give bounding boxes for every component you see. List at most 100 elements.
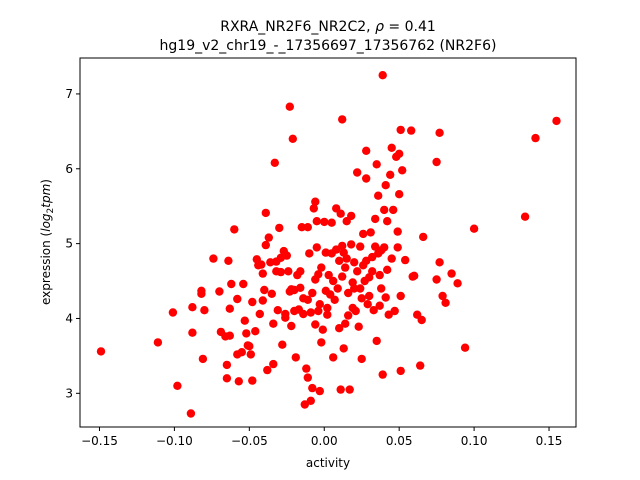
- data-point: [200, 306, 209, 315]
- y-tick-label: 3: [65, 386, 73, 400]
- data-point: [288, 134, 297, 143]
- data-point: [281, 309, 290, 319]
- data-point: [357, 294, 366, 303]
- data-point: [306, 308, 315, 317]
- data-point: [273, 306, 282, 315]
- data-point: [374, 191, 383, 200]
- data-point: [302, 364, 311, 373]
- data-point: [267, 289, 276, 298]
- data-point: [153, 338, 163, 347]
- data-point: [275, 223, 284, 233]
- data-point: [188, 328, 197, 337]
- data-point: [285, 102, 294, 111]
- data-point: [323, 310, 332, 319]
- data-point: [359, 229, 368, 239]
- data-point: [387, 254, 396, 263]
- y-tick-label: 7: [65, 87, 73, 101]
- data-point: [377, 284, 386, 293]
- data-point: [230, 225, 239, 234]
- data-point: [366, 228, 375, 237]
- data-point: [342, 254, 351, 263]
- data-point: [336, 385, 345, 394]
- data-point: [303, 223, 312, 232]
- rho-symbol: ρ: [375, 19, 384, 35]
- data-point: [305, 249, 314, 258]
- data-point: [278, 340, 287, 349]
- data-point: [264, 233, 273, 242]
- data-point: [251, 327, 260, 336]
- data-point: [234, 377, 243, 386]
- data-point: [270, 158, 279, 167]
- data-point: [378, 370, 387, 379]
- data-point: [300, 400, 309, 409]
- data-point: [383, 217, 392, 226]
- data-point: [227, 279, 236, 289]
- x-tick-label: 0.15: [536, 434, 563, 448]
- data-point: [395, 149, 404, 158]
- data-point: [386, 170, 395, 179]
- data-point: [344, 288, 353, 298]
- data-point: [416, 361, 425, 370]
- data-point: [441, 298, 450, 307]
- data-point: [365, 291, 374, 301]
- x-axis-ticks: −0.15 −0.10 −0.05 0.00 0.05 0.10 0.15: [81, 427, 562, 448]
- data-point: [338, 241, 347, 251]
- data-point: [263, 365, 272, 375]
- data-point: [410, 271, 419, 280]
- data-point: [381, 181, 390, 190]
- data-point: [432, 157, 441, 167]
- data-point: [318, 325, 327, 334]
- data-point: [419, 232, 428, 242]
- data-point: [362, 174, 371, 183]
- data-point: [353, 168, 362, 177]
- data-point: [378, 71, 387, 80]
- data-point: [469, 224, 479, 233]
- data-point: [276, 267, 285, 277]
- data-point: [362, 146, 371, 155]
- data-point: [168, 308, 178, 317]
- data-point: [198, 354, 208, 364]
- y-tick-label: 4: [65, 311, 73, 325]
- data-point: [398, 166, 407, 175]
- data-point: [186, 409, 196, 418]
- data-point: [375, 270, 384, 280]
- data-point: [344, 311, 353, 320]
- data-point: [329, 353, 338, 362]
- data-point: [338, 272, 347, 281]
- data-point: [336, 209, 345, 218]
- data-point: [330, 295, 339, 304]
- data-point: [350, 258, 359, 267]
- data-point: [393, 243, 402, 252]
- data-point: [296, 267, 305, 276]
- data-point: [435, 128, 444, 137]
- data-point: [357, 354, 366, 364]
- data-point: [363, 300, 372, 309]
- data-point: [354, 322, 363, 331]
- data-point: [369, 306, 378, 315]
- data-point: [320, 217, 329, 227]
- data-point: [371, 242, 380, 251]
- y-axis-ticks: 3 4 5 6 7: [65, 87, 80, 400]
- data-point: [239, 279, 248, 289]
- data-point: [333, 284, 342, 293]
- data-point: [375, 301, 384, 310]
- data-point: [297, 223, 306, 232]
- data-point: [282, 251, 291, 260]
- data-point: [222, 360, 232, 370]
- data-point: [315, 386, 324, 396]
- data-point: [255, 309, 264, 319]
- data-point: [371, 214, 380, 224]
- data-point: [372, 336, 381, 346]
- data-point: [372, 160, 381, 169]
- chart-title-line2: hg19_v2_chr19_-_17356697_17356762 (NR2F6…: [160, 38, 497, 54]
- data-point: [222, 374, 232, 383]
- y-axis-label: expression (log2tpm): [39, 179, 56, 305]
- data-point: [315, 300, 324, 309]
- data-point: [317, 338, 326, 347]
- data-point: [338, 115, 347, 124]
- data-point: [552, 116, 561, 126]
- x-tick-label: 0.10: [461, 434, 488, 448]
- data-point: [314, 306, 323, 316]
